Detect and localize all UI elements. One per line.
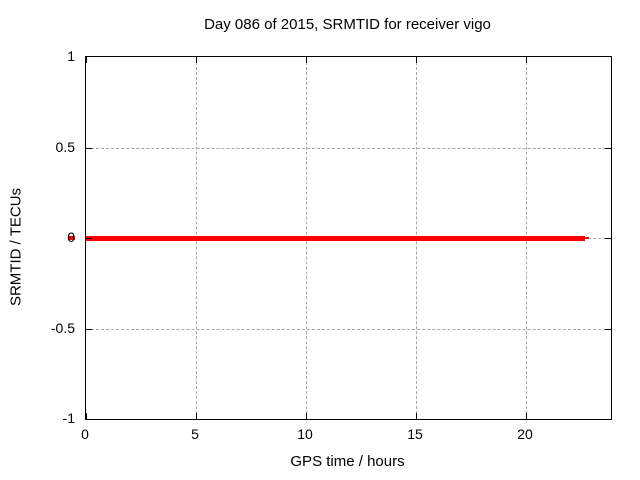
y-tick-left--0.5 xyxy=(86,329,92,330)
y-tick-label--1: -1 xyxy=(62,410,75,426)
x-tick-label-20: 20 xyxy=(517,426,533,442)
y-tick-right-0.5 xyxy=(605,148,611,149)
x-tick-bottom-0 xyxy=(86,413,87,419)
x-axis-label: GPS time / hours xyxy=(290,453,405,470)
x-tick-top-15 xyxy=(416,57,417,63)
x-tick-label-10: 10 xyxy=(297,426,313,442)
x-tick-top-0 xyxy=(86,57,87,63)
x-tick-label-0: 0 xyxy=(81,426,89,442)
data-line-srmtid xyxy=(86,236,585,241)
x-tick-top-20 xyxy=(526,57,527,63)
y-gridline-0.5 xyxy=(86,148,611,149)
y-tick-right--0.5 xyxy=(605,329,611,330)
x-tick-label-5: 5 xyxy=(191,426,199,442)
x-tick-bottom-20 xyxy=(526,413,527,419)
data-line-tail-srmtid xyxy=(585,237,589,239)
data-line-overhang-srmtid xyxy=(69,236,75,240)
y-gridline--0.5 xyxy=(86,329,611,330)
y-tick-right-0 xyxy=(605,238,611,239)
y-tick-label-0: 0 xyxy=(67,229,75,245)
y-tick-label--0.5: -0.5 xyxy=(50,320,75,336)
y-axis-label-text: SRMTID / TECUs xyxy=(7,187,25,307)
y-tick-left-0.5 xyxy=(86,148,92,149)
x-tick-top-5 xyxy=(196,57,197,63)
x-tick-label-15: 15 xyxy=(407,426,423,442)
x-tick-bottom-15 xyxy=(416,413,417,419)
chart-title: Day 086 of 2015, SRMTID for receiver vig… xyxy=(204,16,491,33)
plot-area xyxy=(69,56,612,420)
x-tick-bottom-5 xyxy=(196,413,197,419)
x-tick-top-10 xyxy=(306,57,307,63)
x-tick-bottom-10 xyxy=(306,413,307,419)
y-tick-left-0 xyxy=(86,238,92,239)
y-tick-label-0.5: 0.5 xyxy=(55,139,75,155)
y-tick-label-1: 1 xyxy=(67,48,75,64)
